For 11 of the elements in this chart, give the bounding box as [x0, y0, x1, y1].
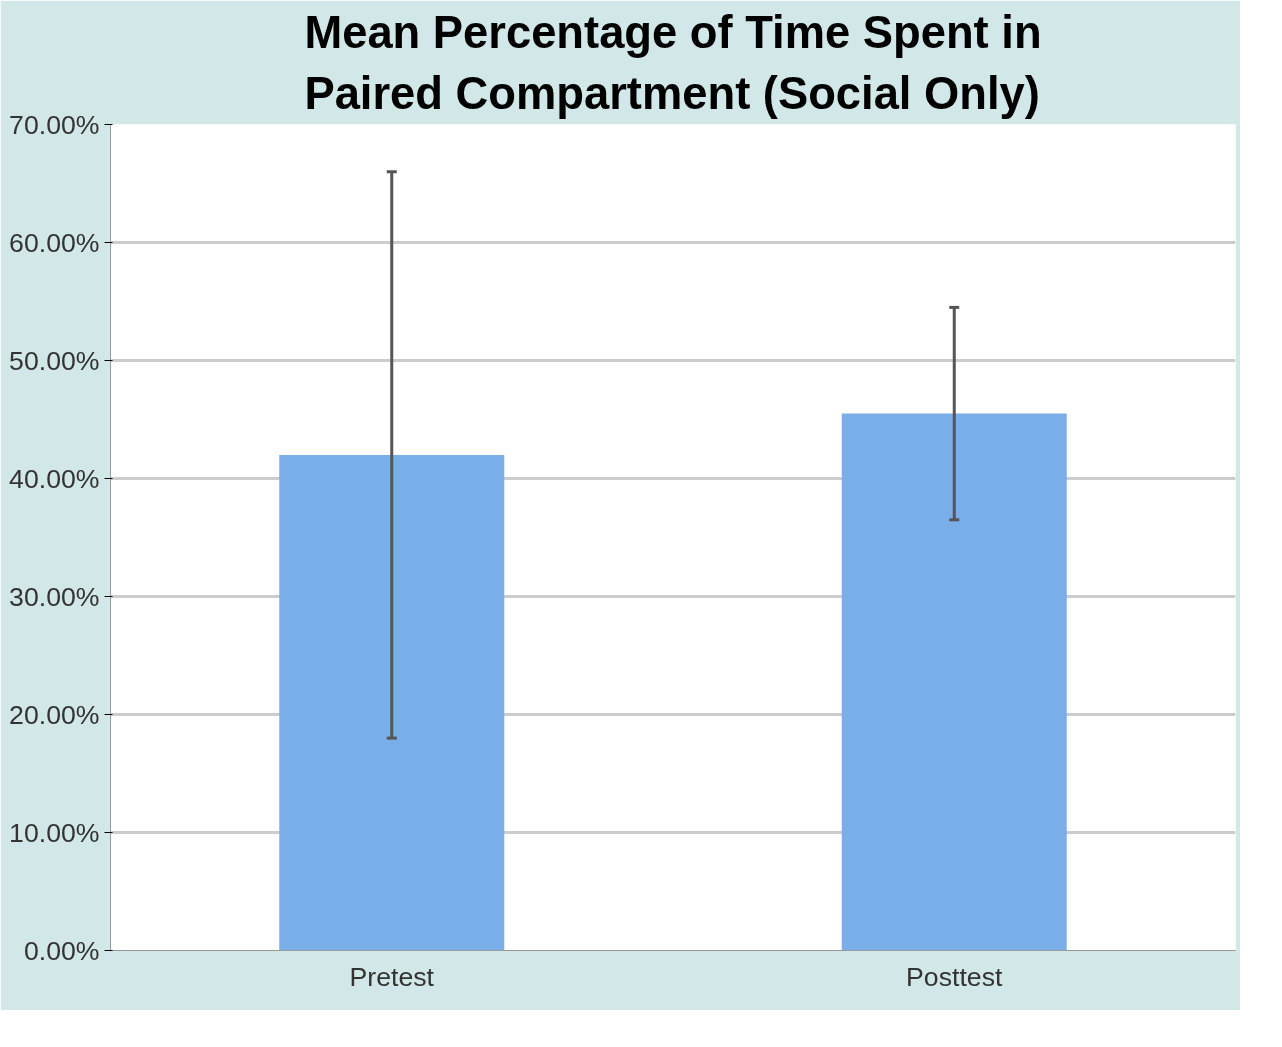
y-tick-label: 60.00%: [9, 227, 100, 258]
chart-title: Mean Percentage of Time Spent in Paired Compartment (Social Only): [304, 7, 1042, 120]
y-tick-label: 30.00%: [9, 581, 100, 612]
x-tick-label: Pretest: [349, 961, 435, 992]
y-tick-label: 10.00%: [9, 817, 100, 848]
y-tick-label: 50.00%: [9, 345, 100, 376]
y-tick-label: 20.00%: [9, 699, 100, 730]
y-tick-label: 40.00%: [9, 463, 100, 494]
x-tick-label: Posttest: [906, 961, 1003, 992]
y-tick-label: 70.00%: [9, 109, 100, 140]
y-tick-label: 0.00%: [23, 935, 100, 966]
